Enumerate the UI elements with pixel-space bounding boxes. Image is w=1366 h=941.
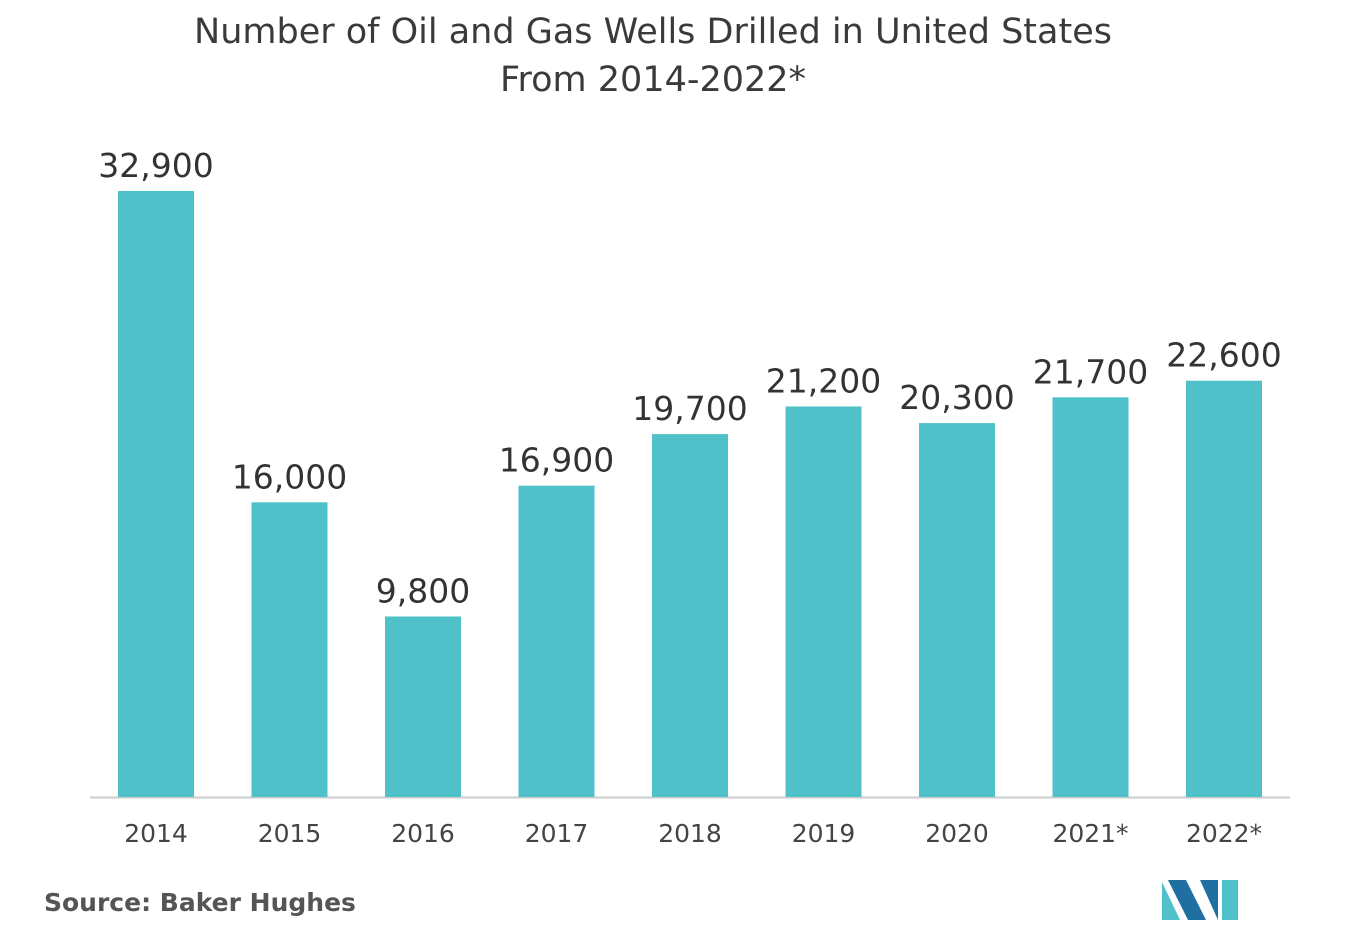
data-label: 21,200 — [766, 362, 881, 401]
bar-2014 — [118, 191, 194, 797]
data-label: 20,300 — [899, 378, 1014, 417]
logo-shape-right-light — [1222, 880, 1238, 920]
chart-title-line-1: Number of Oil and Gas Wells Drilled in U… — [194, 12, 1112, 52]
bar-2020 — [919, 423, 995, 797]
x-tick-label: 2022* — [1186, 819, 1262, 848]
logo-shape-right-dark — [1200, 880, 1218, 920]
data-label: 21,700 — [1033, 352, 1148, 391]
bar-2019 — [785, 406, 862, 797]
logo-shape-mid-dark — [1168, 880, 1206, 920]
x-tick-label: 2017 — [525, 819, 589, 848]
mordor-intelligence-logo-icon — [1162, 880, 1238, 920]
x-tick-label: 2018 — [658, 819, 722, 848]
logo-shape-left — [1162, 882, 1180, 920]
data-label: 9,800 — [376, 572, 470, 611]
x-tick-label: 2014 — [124, 819, 188, 848]
bar-2015 — [251, 502, 328, 797]
bar-2017 — [518, 485, 595, 797]
chart-title-line-2: From 2014-2022* — [499, 60, 807, 100]
data-label: 16,000 — [232, 457, 347, 496]
x-tick-label: 2020 — [925, 819, 989, 848]
data-label: 32,900 — [98, 146, 213, 185]
bar-2016 — [385, 616, 461, 797]
bar-2018 — [652, 434, 728, 797]
data-label: 19,700 — [632, 389, 747, 428]
source-note: Source: Baker Hughes — [44, 888, 356, 917]
data-label: 22,600 — [1166, 336, 1281, 375]
x-tick-label: 2015 — [258, 819, 322, 848]
chart-title: Number of Oil and Gas Wells Drilled in U… — [0, 8, 1306, 104]
bar-2021 — [1052, 397, 1129, 797]
x-tick-label: 2016 — [391, 819, 455, 848]
data-label: 16,900 — [499, 441, 614, 480]
x-tick-label: 2019 — [792, 819, 856, 848]
x-tick-label: 2021* — [1052, 819, 1128, 848]
bar-2022 — [1186, 380, 1262, 797]
